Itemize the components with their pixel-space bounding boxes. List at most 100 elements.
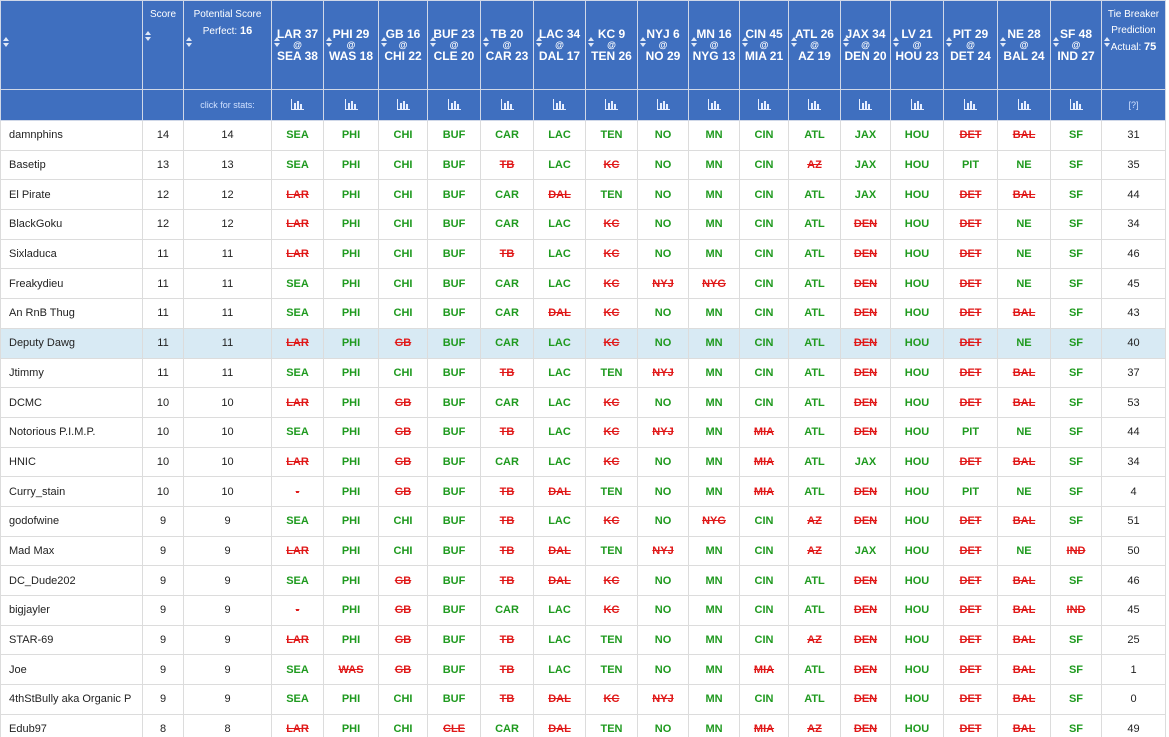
home-team: BAL 24	[998, 49, 1050, 63]
game-header[interactable]: SF 48 @ IND 27	[1050, 0, 1102, 90]
game-header[interactable]: LV 21 @ HOU 23	[890, 0, 944, 90]
stats-icon[interactable]	[964, 99, 977, 111]
sort-icon[interactable]	[3, 37, 9, 47]
name-header[interactable]	[0, 0, 143, 90]
sort-down	[381, 43, 387, 47]
pick: ATL	[788, 446, 841, 478]
stats-cell	[840, 89, 891, 121]
sort-icon[interactable]	[791, 37, 797, 47]
potential-score: 12	[183, 209, 272, 240]
stats-icon[interactable]	[447, 99, 461, 111]
game-header[interactable]: GB 16 @ CHI 22	[378, 0, 428, 90]
stats-icon[interactable]	[291, 99, 304, 111]
stats-icon[interactable]	[396, 99, 410, 111]
pick: SEA	[271, 357, 324, 389]
score-header[interactable]: Score	[142, 0, 184, 90]
sort-icon[interactable]	[326, 37, 332, 47]
potential-header[interactable]: Potential Score Perfect: 16	[183, 0, 272, 90]
game-header[interactable]: NE 28 @ BAL 24	[997, 0, 1051, 90]
score: 9	[142, 535, 184, 567]
player-name: Mad Max	[0, 535, 143, 567]
game-header[interactable]: NYJ 6 @ NO 29	[637, 0, 689, 90]
game-header[interactable]: TB 20 @ CAR 23	[480, 0, 534, 90]
game-header[interactable]: LAC 34 @ DAL 17	[533, 0, 586, 90]
sort-icon[interactable]	[145, 31, 151, 41]
game-header[interactable]: BUF 23 @ CLE 20	[427, 0, 481, 90]
sort-up	[843, 37, 849, 41]
pick: BAL	[997, 624, 1051, 656]
pick: AZ	[788, 149, 841, 181]
sort-icon[interactable]	[588, 37, 594, 47]
game-header[interactable]: MN 16 @ NYG 13	[688, 0, 740, 90]
table-header: Score Potential Score Perfect: 16 LAR 37 @ SE…	[0, 0, 1166, 121]
stats-icon[interactable]	[344, 99, 358, 111]
tiebreaker: 43	[1101, 298, 1166, 329]
potential-score: 11	[183, 238, 272, 270]
stats-icon[interactable]	[707, 99, 721, 111]
help-link[interactable]: [?]	[1101, 89, 1166, 121]
score: 11	[142, 327, 184, 359]
pick: BAL	[997, 120, 1051, 151]
pick: MN	[688, 179, 740, 211]
sort-icon[interactable]	[691, 37, 697, 47]
sort-down	[274, 43, 280, 47]
pick: SF	[1050, 327, 1102, 359]
sort-icon[interactable]	[536, 37, 542, 47]
game-header[interactable]: CIN 45 @ MIA 21	[739, 0, 789, 90]
pick: ATL	[788, 387, 841, 418]
pick: PHI	[323, 476, 379, 507]
pick: LAR	[271, 624, 324, 656]
game-header[interactable]: PHI 29 @ WAS 18	[323, 0, 379, 90]
stats-icon[interactable]	[500, 99, 514, 111]
stats-icon[interactable]	[808, 99, 821, 111]
stats-icon[interactable]	[757, 99, 771, 111]
sort-icon[interactable]	[843, 37, 849, 47]
tiebreaker-header[interactable]: Tie Breaker Prediction Actual: 75	[1101, 0, 1166, 90]
stats-icon[interactable]	[1069, 99, 1083, 111]
pick: DAL	[533, 179, 586, 211]
pick: PIT	[943, 476, 998, 507]
icon-axis	[344, 99, 358, 111]
stats-icon[interactable]	[859, 99, 872, 111]
pick: CIN	[739, 120, 789, 151]
game-header[interactable]: KC 9 @ TEN 26	[585, 0, 638, 90]
sort-icon[interactable]	[483, 37, 489, 47]
score: 14	[142, 120, 184, 151]
stats-icon[interactable]	[1017, 99, 1031, 111]
pick: TEN	[585, 535, 638, 567]
sort-icon[interactable]	[1000, 37, 1006, 47]
sort-icon[interactable]	[274, 37, 280, 47]
sort-icon[interactable]	[742, 37, 748, 47]
stats-icon[interactable]	[553, 99, 566, 111]
player-row: Joe 9 9 SEA WAS GB BUF TB LAC TEN NO MN MIA ATL DEN HOU…	[0, 654, 1166, 686]
pick: CAR	[480, 120, 534, 151]
stats-icon[interactable]	[910, 99, 924, 111]
game-header[interactable]: JAX 34 @ DEN 20	[840, 0, 891, 90]
sort-icon[interactable]	[1104, 37, 1110, 47]
pick: KC	[585, 505, 638, 537]
sort-icon[interactable]	[946, 37, 952, 47]
sort-icon[interactable]	[1053, 37, 1059, 47]
sort-icon[interactable]	[430, 37, 436, 47]
sort-icon[interactable]	[893, 37, 899, 47]
icon-bar	[456, 104, 459, 110]
game-header[interactable]: ATL 26 @ AZ 19	[788, 0, 841, 90]
stats-icon[interactable]	[656, 99, 670, 111]
pick: DEN	[840, 416, 891, 448]
potential-score: 12	[183, 179, 272, 211]
home-name: NO	[645, 48, 664, 63]
home-team: NYG 13	[689, 49, 739, 63]
icon-bar	[503, 103, 506, 110]
pick: LAC	[533, 149, 586, 181]
sort-icon[interactable]	[186, 37, 192, 47]
tiebreaker-label: Tie Breaker Prediction	[1107, 9, 1160, 36]
pick: MN	[688, 149, 740, 181]
sort-icon[interactable]	[640, 37, 646, 47]
game-header[interactable]: PIT 29 @ DET 24	[943, 0, 998, 90]
game-header[interactable]: LAR 37 @ SEA 38	[271, 0, 324, 90]
pick: HOU	[890, 535, 944, 567]
stats-icon[interactable]	[605, 99, 618, 111]
sort-icon[interactable]	[381, 37, 387, 47]
actual-value: 75	[1144, 41, 1157, 53]
player-row: Edub97 8 8 LAR PHI CHI CLE CAR DAL TEN NO MN MIA AZ DE…	[0, 713, 1166, 737]
